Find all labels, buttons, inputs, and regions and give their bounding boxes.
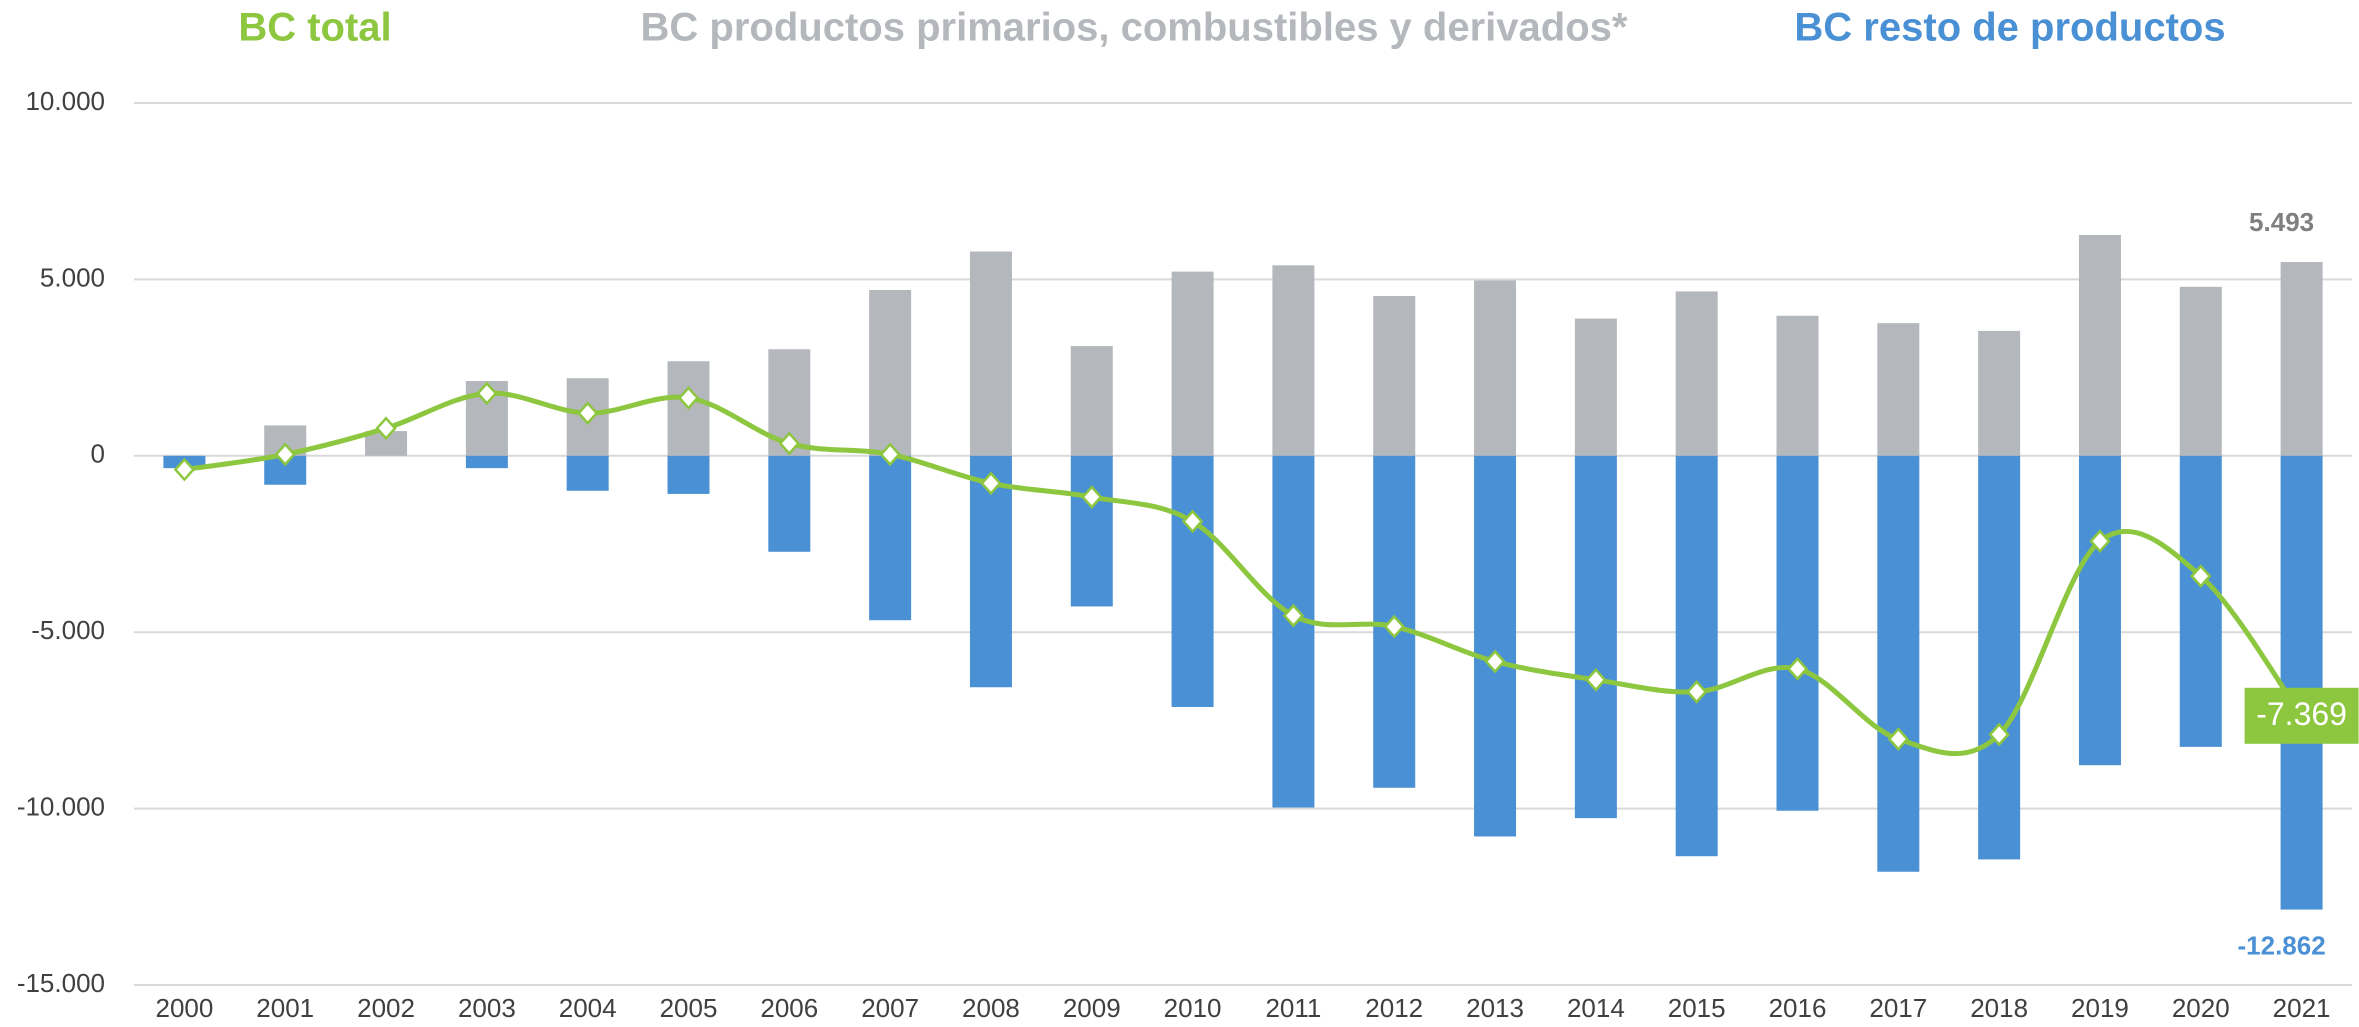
x-tick-label: 2012 <box>1365 993 1423 1023</box>
marker <box>1282 603 1305 628</box>
bar <box>667 455 710 494</box>
y-tick-label: 5.000 <box>40 262 105 292</box>
marker <box>274 442 296 467</box>
marker <box>1786 657 1809 681</box>
marker <box>173 457 196 482</box>
x-tick-label: 2019 <box>2071 993 2129 1023</box>
x-tick-label: 2007 <box>861 993 919 1023</box>
x-tick-label: 2015 <box>1668 993 1726 1023</box>
y-tick-label: -10.000 <box>17 791 105 821</box>
x-tick-label: 2011 <box>1265 993 1321 1023</box>
marker <box>375 416 397 441</box>
data-label: 5.493 <box>2249 207 2314 237</box>
x-tick-label: 2014 <box>1567 993 1625 1023</box>
bar <box>969 251 1012 456</box>
y-tick-label: 10.000 <box>25 86 105 116</box>
data-label: -12.862 <box>2237 930 2325 960</box>
x-tick-label: 2008 <box>962 993 1020 1023</box>
bar <box>1272 455 1315 808</box>
marker <box>980 471 1002 496</box>
x-tick-label: 2003 <box>458 993 516 1023</box>
x-tick-label: 2006 <box>760 993 818 1023</box>
x-tick-label: 2002 <box>357 993 415 1023</box>
data-label: -7.369 <box>2256 696 2347 732</box>
marker <box>879 442 901 467</box>
bar <box>1877 455 1920 872</box>
x-tick-label: 2013 <box>1466 993 1524 1023</box>
marker <box>1887 727 1910 751</box>
marker <box>778 431 800 456</box>
bar <box>2179 455 2222 747</box>
marker <box>2089 529 2111 554</box>
marker <box>476 381 498 406</box>
bar <box>768 455 811 552</box>
data-label-box <box>2244 687 2359 744</box>
x-tick-label: 2020 <box>2172 993 2230 1023</box>
bar <box>2078 455 2121 766</box>
marker <box>677 386 700 410</box>
bar <box>1574 318 1617 456</box>
bar <box>1373 295 1416 456</box>
marker <box>1685 679 1708 704</box>
bar <box>1070 455 1113 607</box>
bar <box>1574 455 1617 819</box>
bar <box>1776 315 1819 456</box>
marker <box>1181 509 1204 534</box>
x-tick-label: 2021 <box>2273 993 2331 1023</box>
x-tick-label: 2017 <box>1869 993 1927 1023</box>
bar <box>1978 330 2021 456</box>
bar <box>1776 455 1819 811</box>
bar <box>1070 346 1113 456</box>
x-tick-label: 2010 <box>1164 993 1222 1023</box>
marker <box>1988 722 2010 747</box>
bar <box>1675 291 1718 456</box>
marker <box>577 401 599 425</box>
marker <box>1585 667 1607 692</box>
bar <box>1474 280 1517 456</box>
x-tick-label: 2005 <box>660 993 718 1023</box>
x-tick-label: 2000 <box>155 993 213 1023</box>
y-tick-label: -15.000 <box>17 968 105 998</box>
legend-entry: BC total <box>238 6 391 50</box>
x-tick-label: 2016 <box>1769 993 1827 1023</box>
bar <box>1171 455 1214 707</box>
bar <box>2280 262 2323 456</box>
marker <box>1383 614 1405 639</box>
bar <box>2280 455 2323 910</box>
bar <box>1474 455 1517 837</box>
marker <box>2190 564 2212 588</box>
x-tick-label: 2018 <box>1970 993 2028 1023</box>
marker <box>1484 649 1506 674</box>
bar <box>2179 286 2222 456</box>
bar <box>1171 271 1214 456</box>
bar <box>2078 234 2121 456</box>
y-tick-label: 0 <box>91 439 105 469</box>
legend-entry: BC productos primarios, combustibles y d… <box>641 6 1628 50</box>
bar <box>1272 265 1315 456</box>
bar <box>566 455 609 491</box>
bar <box>869 289 912 456</box>
x-tick-label: 2009 <box>1063 993 1121 1023</box>
legend-entry: BC resto de productos <box>1794 6 2225 50</box>
y-tick-label: -5.000 <box>31 615 105 645</box>
x-tick-label: 2001 <box>256 993 314 1023</box>
marker <box>1081 485 1103 509</box>
bar <box>1877 323 1920 456</box>
bar <box>869 455 912 621</box>
bar <box>1675 455 1718 857</box>
x-tick-label: 2004 <box>559 993 617 1023</box>
bar <box>465 455 508 469</box>
bar <box>1978 455 2021 860</box>
